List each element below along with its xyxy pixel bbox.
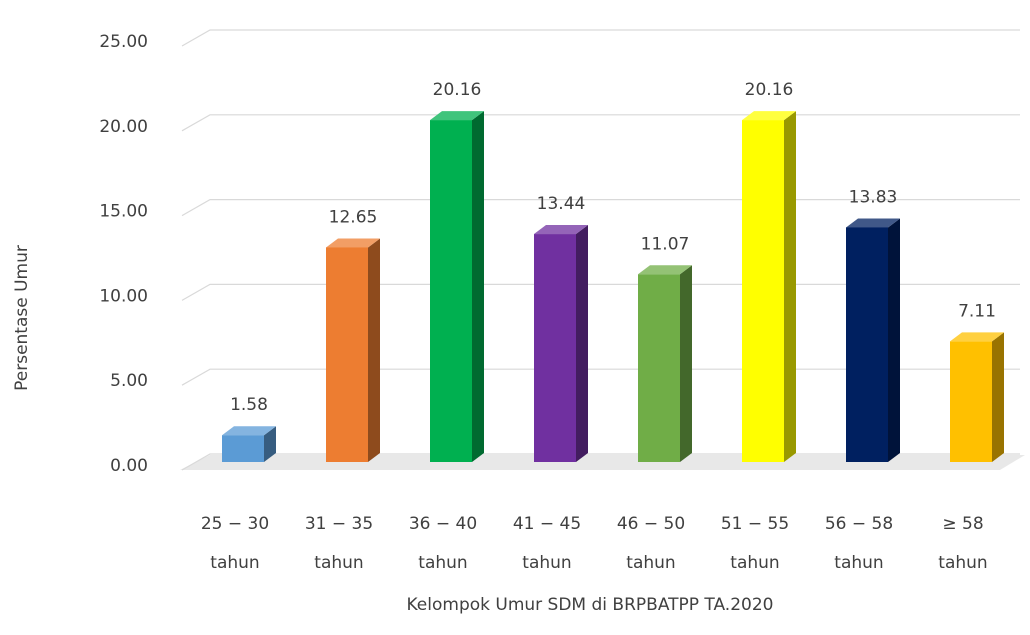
bar	[326, 247, 368, 462]
bar-top	[638, 265, 692, 275]
x-tick-label: 25 − 30	[201, 514, 269, 534]
y-tick-label: 25.00	[99, 32, 148, 52]
bar	[534, 234, 576, 462]
bar	[430, 120, 472, 463]
floor	[180, 455, 1025, 470]
bar-top	[534, 225, 588, 235]
bar	[638, 274, 680, 462]
bar-side	[888, 218, 900, 462]
x-tick-label: 46 − 50	[617, 514, 685, 534]
x-tick-label: ≥ 58	[942, 514, 983, 534]
x-tick-label: tahun	[314, 553, 363, 573]
y-tick-label: 10.00	[99, 286, 148, 306]
bar-top	[846, 218, 900, 228]
grid-line	[181, 114, 1020, 132]
bar-side	[680, 265, 692, 462]
value-label: 13.83	[849, 187, 898, 207]
x-axis-title: Kelompok Umur SDM di BRPBATPP TA.2020	[407, 595, 774, 615]
y-tick-label: 5.00	[110, 371, 148, 391]
value-label: 7.11	[958, 301, 996, 321]
y-tick-label: 0.00	[110, 456, 148, 476]
x-tick-label: tahun	[834, 553, 883, 573]
x-tick-label: tahun	[938, 553, 987, 573]
x-tick-label: tahun	[730, 553, 779, 573]
bar-side	[576, 225, 588, 462]
value-label: 11.07	[641, 234, 690, 254]
x-tick-label: 56 − 58	[825, 514, 893, 534]
bar	[950, 341, 992, 462]
bar-side	[784, 111, 796, 463]
x-tick-label: tahun	[210, 553, 259, 573]
value-label: 20.16	[745, 80, 794, 100]
bar-top	[430, 111, 484, 121]
bar	[742, 120, 784, 463]
x-tick-label: 41 − 45	[513, 514, 581, 534]
value-label: 12.65	[329, 207, 378, 227]
x-tick-label: tahun	[522, 553, 571, 573]
bar	[846, 227, 888, 462]
x-tick-label: 31 − 35	[305, 514, 373, 534]
bar-top	[222, 426, 276, 436]
bar-side	[264, 426, 276, 462]
y-tick-label: 15.00	[99, 202, 148, 222]
x-tick-label: tahun	[626, 553, 675, 573]
bar	[222, 435, 264, 462]
grid-line	[181, 29, 1020, 47]
y-axis-title: Persentase Umur	[12, 245, 32, 391]
x-tick-label: 36 − 40	[409, 514, 477, 534]
x-tick-label: tahun	[418, 553, 467, 573]
y-tick-label: 20.00	[99, 117, 148, 137]
bar-side	[992, 332, 1004, 462]
bar-side	[472, 111, 484, 463]
value-label: 20.16	[433, 80, 482, 100]
x-tick-label: 51 − 55	[721, 514, 789, 534]
bar-top	[950, 332, 1004, 342]
value-label: 13.44	[537, 194, 586, 214]
bar-side	[368, 238, 380, 462]
value-label: 1.58	[230, 395, 268, 415]
bar-top	[742, 111, 796, 121]
bar-top	[326, 238, 380, 248]
